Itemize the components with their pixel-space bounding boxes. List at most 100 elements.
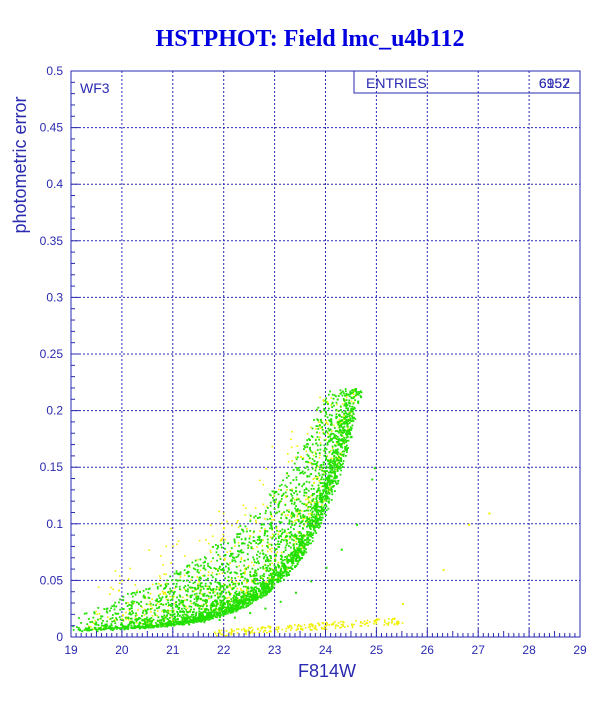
data-point <box>274 569 276 571</box>
data-point <box>291 564 294 567</box>
data-point <box>328 413 331 416</box>
data-point <box>333 394 336 397</box>
data-point <box>239 560 242 563</box>
data-point <box>265 566 267 569</box>
data-point <box>174 587 176 590</box>
data-point <box>281 528 284 531</box>
data-point <box>156 602 159 605</box>
data-point <box>288 510 290 513</box>
data-point <box>311 443 314 446</box>
data-point <box>351 624 354 627</box>
data-point <box>154 621 157 624</box>
data-point <box>212 546 215 548</box>
data-point <box>251 567 254 570</box>
data-point <box>375 622 378 625</box>
data-point <box>310 524 313 527</box>
data-point <box>264 528 266 530</box>
data-point <box>250 579 253 582</box>
data-point <box>310 535 313 538</box>
data-point <box>264 627 267 629</box>
data-point <box>343 413 346 415</box>
data-point <box>236 593 239 596</box>
data-point <box>92 616 95 619</box>
data-point <box>281 531 284 534</box>
data-point <box>163 573 165 575</box>
data-point <box>282 563 285 566</box>
data-point <box>220 590 223 593</box>
data-point <box>115 613 118 615</box>
data-point <box>301 628 304 630</box>
data-point <box>329 482 332 485</box>
data-point <box>391 620 393 623</box>
data-point <box>313 501 316 503</box>
data-point <box>238 603 241 606</box>
data-point <box>267 546 269 549</box>
data-point <box>331 479 334 482</box>
data-point <box>314 524 317 527</box>
data-point <box>236 609 239 612</box>
data-point <box>110 626 113 629</box>
data-point <box>323 485 326 488</box>
data-point <box>219 612 222 615</box>
data-point <box>96 630 99 633</box>
data-point <box>193 608 195 611</box>
data-point <box>130 604 132 607</box>
data-point <box>134 614 137 617</box>
data-point <box>293 524 296 526</box>
data-point <box>216 613 218 616</box>
data-point <box>297 512 300 515</box>
data-point <box>165 584 167 587</box>
data-point <box>167 601 170 604</box>
data-point <box>209 524 212 527</box>
data-point <box>290 562 293 564</box>
data-point <box>310 533 313 536</box>
data-point <box>239 524 242 527</box>
data-point <box>162 617 165 620</box>
data-point <box>340 421 342 423</box>
data-point <box>240 558 243 561</box>
data-point <box>280 576 283 579</box>
data-point <box>314 477 316 480</box>
data-point <box>144 610 147 612</box>
data-point <box>197 597 200 600</box>
data-point <box>172 624 175 627</box>
data-point <box>340 391 343 394</box>
data-point <box>336 403 338 406</box>
data-point <box>307 521 310 523</box>
data-point <box>329 470 332 473</box>
data-point <box>309 446 311 449</box>
data-point <box>142 623 145 625</box>
data-point <box>136 622 138 624</box>
data-point <box>318 523 320 526</box>
data-point <box>353 390 356 392</box>
data-point <box>264 564 267 567</box>
data-point <box>296 552 299 555</box>
data-point <box>295 466 298 469</box>
data-point <box>262 592 265 594</box>
data-point <box>291 497 294 500</box>
data-point <box>152 618 155 621</box>
data-point <box>266 535 269 537</box>
data-point <box>317 509 320 511</box>
data-point <box>122 619 124 622</box>
data-point <box>352 397 355 400</box>
data-point <box>313 520 316 523</box>
data-point <box>313 463 315 465</box>
data-point <box>120 627 123 630</box>
data-point <box>293 555 296 558</box>
data-point <box>232 606 235 609</box>
data-point <box>330 499 333 501</box>
data-point <box>326 479 329 482</box>
data-point <box>220 600 223 603</box>
data-point <box>185 608 187 611</box>
data-point <box>195 614 197 617</box>
data-point <box>327 481 330 483</box>
data-point <box>319 411 322 413</box>
data-point <box>319 522 322 525</box>
data-point <box>351 424 354 427</box>
data-point <box>193 590 196 592</box>
data-point <box>327 491 330 493</box>
data-point <box>353 416 355 419</box>
data-point <box>253 516 256 519</box>
data-point <box>285 568 288 570</box>
